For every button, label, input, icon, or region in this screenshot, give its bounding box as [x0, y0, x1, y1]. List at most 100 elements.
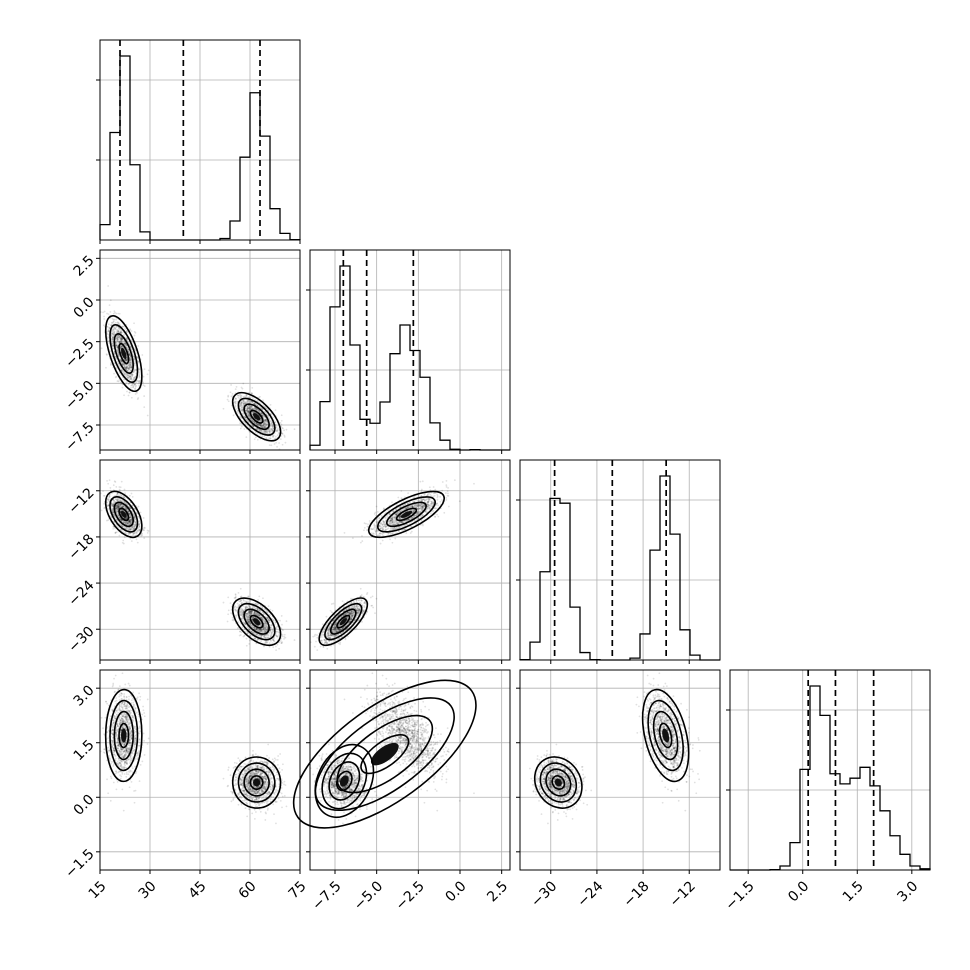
sample-point [122, 339, 125, 342]
sample-point [238, 393, 241, 396]
sample-point [115, 486, 118, 488]
sample-point [281, 633, 284, 636]
sample-point [283, 633, 286, 636]
sample-point [261, 412, 264, 415]
sample-point [242, 412, 244, 415]
sample-point [117, 355, 120, 358]
sample-point [243, 622, 245, 624]
sample-point [256, 438, 259, 441]
sample-point [129, 363, 131, 366]
sample-point [276, 430, 279, 433]
sample-point [134, 386, 137, 388]
sample-point [107, 329, 110, 331]
sample-point [249, 407, 252, 410]
sample-point [135, 352, 138, 354]
sample-point [227, 394, 230, 397]
sample-point [240, 404, 243, 407]
hist-panel-4 [726, 669, 931, 874]
sample-point [274, 645, 277, 648]
sample-point [254, 427, 257, 430]
sample-point [113, 325, 116, 328]
sample-point [246, 410, 249, 412]
sample-point [263, 425, 266, 428]
sample-point [107, 482, 110, 485]
sample-point [236, 394, 239, 397]
sample-point [103, 318, 106, 320]
panel-3-1 [96, 459, 301, 664]
sample-point [237, 591, 240, 594]
sample-point [241, 406, 244, 408]
sample-point [137, 382, 140, 385]
sample-point [136, 398, 139, 401]
sample-point [270, 420, 272, 422]
sample-point [260, 430, 262, 432]
sample-point [105, 353, 108, 356]
sample-point [123, 365, 126, 368]
sample-point [129, 375, 131, 378]
sample-point [125, 344, 128, 346]
sample-point [260, 419, 263, 422]
sample-point [127, 394, 130, 397]
sample-point [241, 387, 244, 390]
sample-point [247, 595, 250, 598]
sample-point [279, 619, 281, 622]
sample-point [119, 486, 122, 489]
sample-point [270, 626, 272, 629]
sample-point [276, 427, 279, 430]
sample-point [268, 632, 271, 635]
sample-point [114, 327, 117, 330]
sample-point [116, 346, 119, 348]
sample-point [132, 383, 134, 386]
sample-point [130, 374, 133, 377]
sample-point [268, 444, 271, 447]
sample-point [124, 328, 126, 330]
sample-point [233, 401, 236, 404]
sample-point [146, 414, 149, 417]
sample-point [268, 642, 271, 644]
sample-point [242, 382, 245, 385]
sample-point [247, 615, 250, 618]
sample-point [262, 597, 264, 600]
sample-point [245, 395, 248, 398]
sample-point [252, 420, 255, 423]
sample-point [278, 442, 280, 444]
sample-point [117, 335, 119, 338]
sample-point [239, 408, 242, 410]
sample-point [130, 376, 132, 379]
sample-point [129, 362, 131, 364]
sample-point [275, 649, 278, 652]
sample-point [252, 397, 254, 400]
sample-point [226, 398, 229, 401]
sample-point [230, 395, 233, 398]
sample-point [234, 404, 236, 407]
sample-point [125, 359, 128, 362]
sample-point [131, 375, 134, 378]
sample-point [107, 323, 110, 326]
sample-point [107, 333, 110, 336]
sample-point [102, 494, 105, 497]
sample-point [128, 352, 131, 355]
sample-point [247, 400, 250, 403]
sample-point [115, 318, 118, 321]
sample-point [258, 429, 260, 432]
sample-point [137, 345, 140, 347]
sample-point [264, 406, 266, 408]
sample-point [129, 328, 132, 331]
sample-point [128, 357, 131, 360]
sample-point [112, 347, 115, 350]
sample-point [231, 393, 234, 395]
sample-point [239, 587, 242, 590]
sample-point [249, 406, 251, 409]
sample-point [253, 438, 256, 441]
sample-point [125, 382, 127, 385]
sample-point [116, 338, 119, 341]
sample-point [131, 373, 134, 376]
sample-point [106, 312, 108, 315]
sample-point [143, 385, 146, 387]
sample-point [285, 620, 288, 623]
sample-point [138, 374, 140, 377]
sample-point [116, 338, 119, 341]
sample-point [124, 492, 126, 495]
sample-point [142, 375, 145, 378]
sample-point [243, 599, 245, 602]
